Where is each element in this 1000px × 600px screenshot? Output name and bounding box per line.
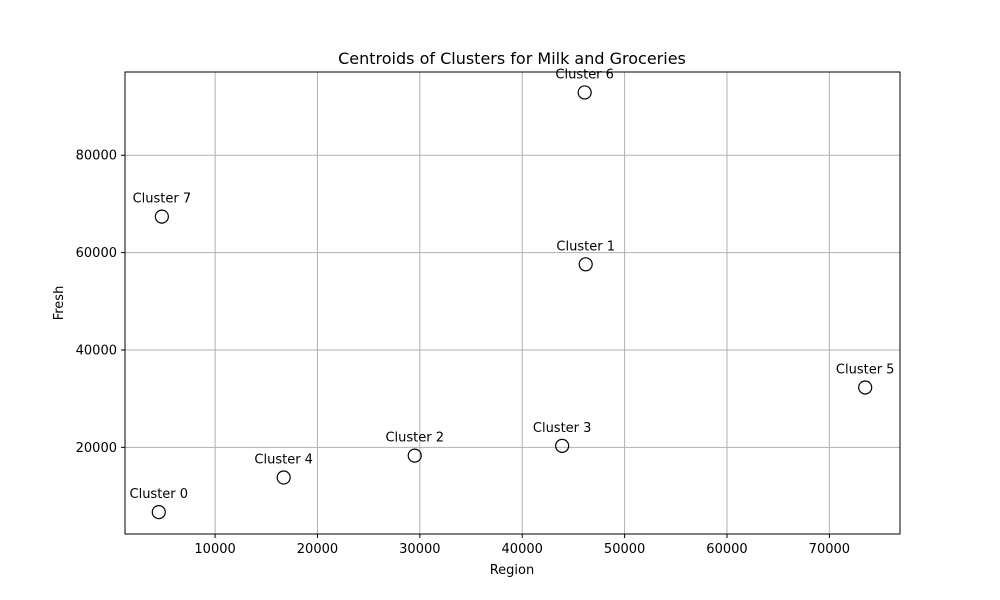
centroid-marker [555, 438, 570, 453]
y-tick-label: 20000 [76, 441, 117, 456]
x-tick-label: 20000 [297, 542, 338, 557]
x-tick-label: 30000 [399, 542, 440, 557]
y-tick-label: 80000 [76, 149, 117, 164]
x-axis-label: Region [490, 563, 535, 578]
x-tick-label: 70000 [809, 542, 850, 557]
centroid-label: Cluster 2 [385, 431, 444, 446]
plot-area-frame [124, 71, 901, 535]
centroid-label: Cluster 5 [836, 362, 895, 377]
x-tick-label: 50000 [604, 542, 645, 557]
centroid-label: Cluster 7 [133, 192, 192, 207]
centroid-marker [151, 504, 166, 520]
centroid-marker [154, 209, 169, 224]
y-tick-label: 60000 [76, 246, 117, 261]
axis-ticks: 10000 20000 30000 40000 50000 60000 70000 20000… [76, 149, 850, 557]
centroid-label: Cluster 1 [556, 239, 615, 254]
data-points: Cluster 0 Cluster 1 Cluster 2 Cluster 3 Clus… [130, 67, 895, 520]
chart-title: Centroids of Clusters for Milk and Groce… [338, 49, 686, 68]
centroid-label: Cluster 0 [130, 487, 189, 502]
centroid-marker [858, 380, 873, 395]
grid-lines [125, 72, 900, 534]
centroid-marker [276, 470, 291, 485]
centroid-marker [578, 257, 593, 272]
centroid-marker [577, 85, 592, 100]
x-tick-label: 60000 [706, 542, 747, 557]
y-tick-label: 40000 [76, 343, 117, 358]
centroid-marker [407, 448, 422, 463]
centroid-label: Cluster 6 [555, 67, 614, 82]
x-tick-label: 40000 [502, 542, 543, 557]
centroid-label: Cluster 3 [533, 421, 592, 436]
y-axis-label: Fresh [52, 286, 67, 321]
centroid-label: Cluster 4 [254, 453, 313, 468]
x-tick-label: 10000 [194, 542, 235, 557]
